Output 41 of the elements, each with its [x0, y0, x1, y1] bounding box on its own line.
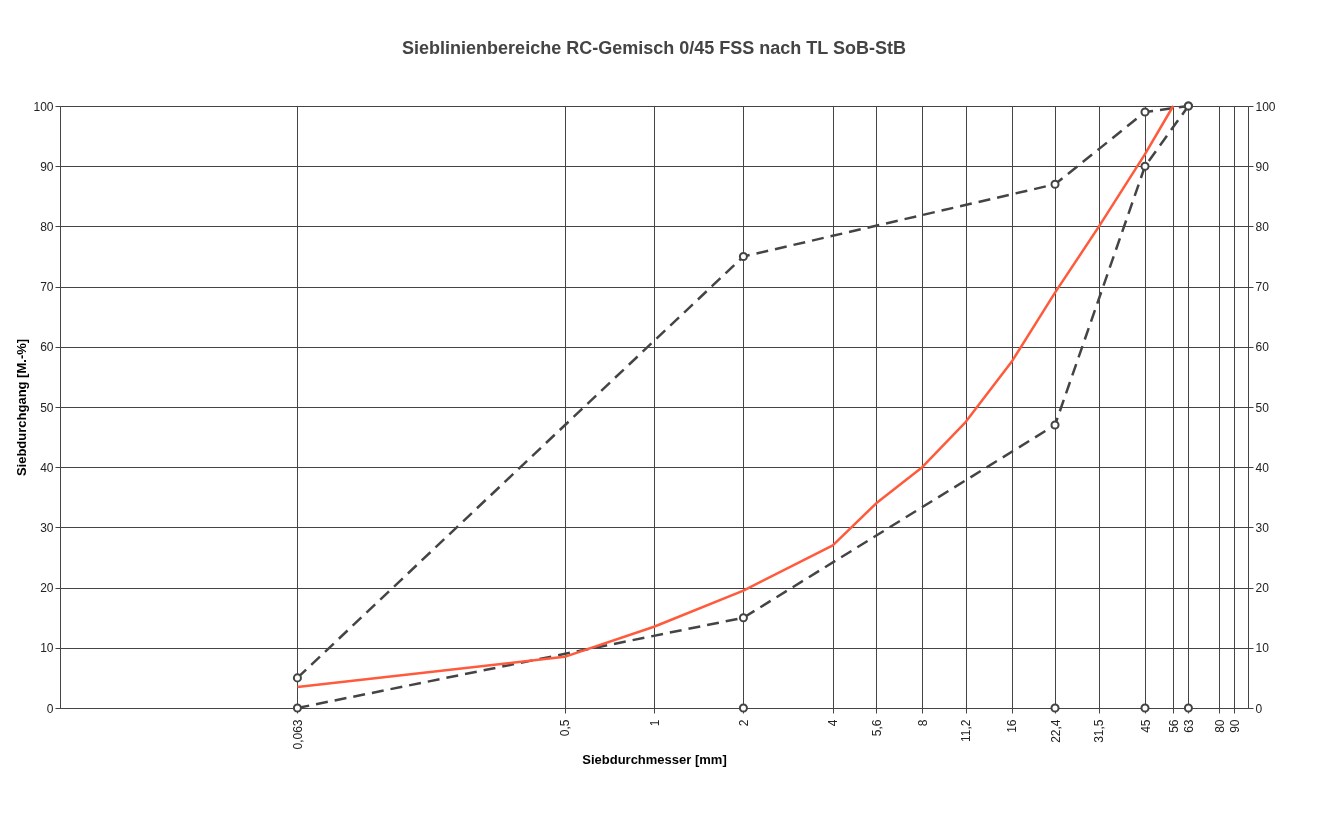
x-tick-label: 11,2	[959, 719, 974, 742]
y-tick-label: 70	[40, 280, 54, 295]
x-tick-label: 16	[1005, 719, 1020, 733]
y-tick-label: 100	[33, 99, 54, 114]
x-tick-label: 90	[1227, 719, 1242, 733]
x-tick-label: 1	[647, 719, 662, 727]
x-tick-label: 22,4	[1048, 719, 1063, 743]
y2-tick-label: 100	[1255, 99, 1276, 114]
chart-title: Sieblinienbereiche RC-Gemisch 0/45 FSS nach TL SoB-StB	[402, 38, 906, 59]
x-tick-label: 4	[826, 719, 841, 727]
x-tick-label: 63	[1181, 719, 1196, 733]
y2-tick-label: 50	[1255, 400, 1270, 415]
x-tick-label: 2	[736, 719, 751, 727]
y2-tick-label: 60	[1255, 340, 1270, 355]
y-axis-title: Siebdurchgang [M.-%]	[14, 338, 30, 477]
y-tick-label: 60	[40, 340, 54, 355]
y2-tick-label: 40	[1255, 460, 1270, 475]
y-tick-label: 80	[40, 219, 54, 234]
y2-tick-label: 80	[1255, 219, 1270, 234]
x-tick-label: 8	[915, 719, 930, 727]
y2-tick-label: 0	[1255, 701, 1263, 716]
x-tick-label: 5,6	[869, 719, 884, 737]
y-tick-label: 90	[40, 159, 54, 174]
x-tick-label: 31,5	[1092, 719, 1107, 743]
x-tick-label: 0,063	[290, 719, 305, 750]
y2-tick-label: 10	[1255, 641, 1270, 656]
y2-tick-label: 20	[1255, 581, 1270, 596]
y-tick-label: 30	[40, 520, 54, 535]
y-tick-label: 40	[40, 460, 54, 475]
y-tick-label: 0	[46, 701, 54, 716]
x-tick-label: 56	[1166, 719, 1181, 733]
x-tick-label: 80	[1212, 719, 1227, 733]
x-tick-label: 0,5	[558, 719, 573, 737]
y-tick-label: 50	[40, 400, 54, 415]
y-tick-label: 20	[40, 581, 54, 596]
x-tick-label: 45	[1138, 719, 1153, 733]
y2-tick-label: 70	[1255, 280, 1270, 295]
y-tick-label: 10	[40, 641, 54, 656]
x-axis-title: Siebdurchmesser [mm]	[582, 751, 727, 767]
y2-tick-label: 30	[1255, 520, 1270, 535]
y2-tick-label: 90	[1255, 159, 1270, 174]
